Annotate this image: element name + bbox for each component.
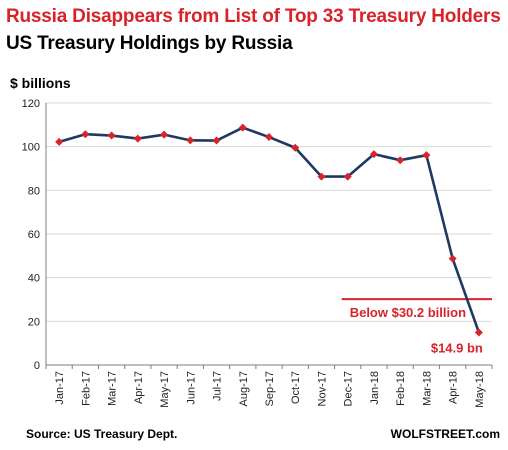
data-point: [55, 137, 64, 146]
data-point: [396, 156, 405, 165]
data-point: [107, 131, 116, 140]
x-tick-label: Aug-17: [238, 371, 250, 406]
y-tick-label: 40: [28, 273, 40, 285]
y-tick-label: 120: [22, 98, 40, 110]
x-tick-label: Nov-17: [316, 371, 328, 406]
data-point: [291, 143, 300, 152]
x-tick-label: Apr-17: [133, 371, 145, 404]
x-tick-label: May-18: [474, 371, 486, 408]
x-tick-label: Mar-18: [421, 371, 433, 406]
y-tick-label: 100: [22, 142, 40, 154]
chart-subtitle: US Treasury Holdings by Russia: [6, 33, 293, 54]
x-tick-label: Sep-17: [264, 371, 276, 406]
x-tick-label: Jul-17: [212, 371, 224, 401]
data-point: [474, 328, 483, 337]
brand-label: WOLFSTREET.com: [390, 427, 500, 441]
data-point: [186, 136, 195, 145]
y-tick-label: 60: [28, 229, 40, 241]
data-point: [343, 172, 352, 181]
data-point: [265, 133, 273, 142]
data-point: [448, 254, 457, 263]
x-tick-label: Oct-17: [290, 371, 302, 404]
y-tick-label: 20: [28, 316, 40, 328]
series-line: [58, 126, 481, 333]
y-tick-label: 80: [28, 185, 40, 197]
x-tick-label: Mar-17: [107, 371, 119, 406]
data-point: [422, 151, 431, 160]
x-tick-label: Feb-17: [80, 371, 92, 406]
x-tick-label: Jan-18: [369, 371, 381, 405]
y-axis-label: $ billions: [10, 75, 71, 91]
end-value-label: $14.9 bn: [431, 340, 483, 355]
x-tick-label: May-17: [159, 371, 171, 408]
data-point: [238, 123, 247, 132]
x-tick-label: Feb-18: [395, 371, 407, 406]
data-point: [81, 130, 90, 139]
data-point: [317, 172, 326, 181]
data-point: [369, 150, 378, 159]
data-point: [133, 134, 142, 143]
x-tick-label: Jan-17: [54, 371, 66, 405]
data-point: [160, 130, 169, 139]
y-tick-label: 0: [34, 360, 40, 372]
source-note: Source: US Treasury Dept.: [26, 427, 178, 441]
chart-title: Russia Disappears from List of Top 33 Tr…: [6, 6, 501, 27]
threshold-label: Below $30.2 billion: [350, 305, 466, 320]
data-point: [212, 136, 221, 145]
x-tick-label: Jun-17: [185, 371, 197, 405]
x-tick-label: Apr-18: [448, 371, 460, 404]
x-tick-label: Dec-17: [343, 371, 355, 406]
